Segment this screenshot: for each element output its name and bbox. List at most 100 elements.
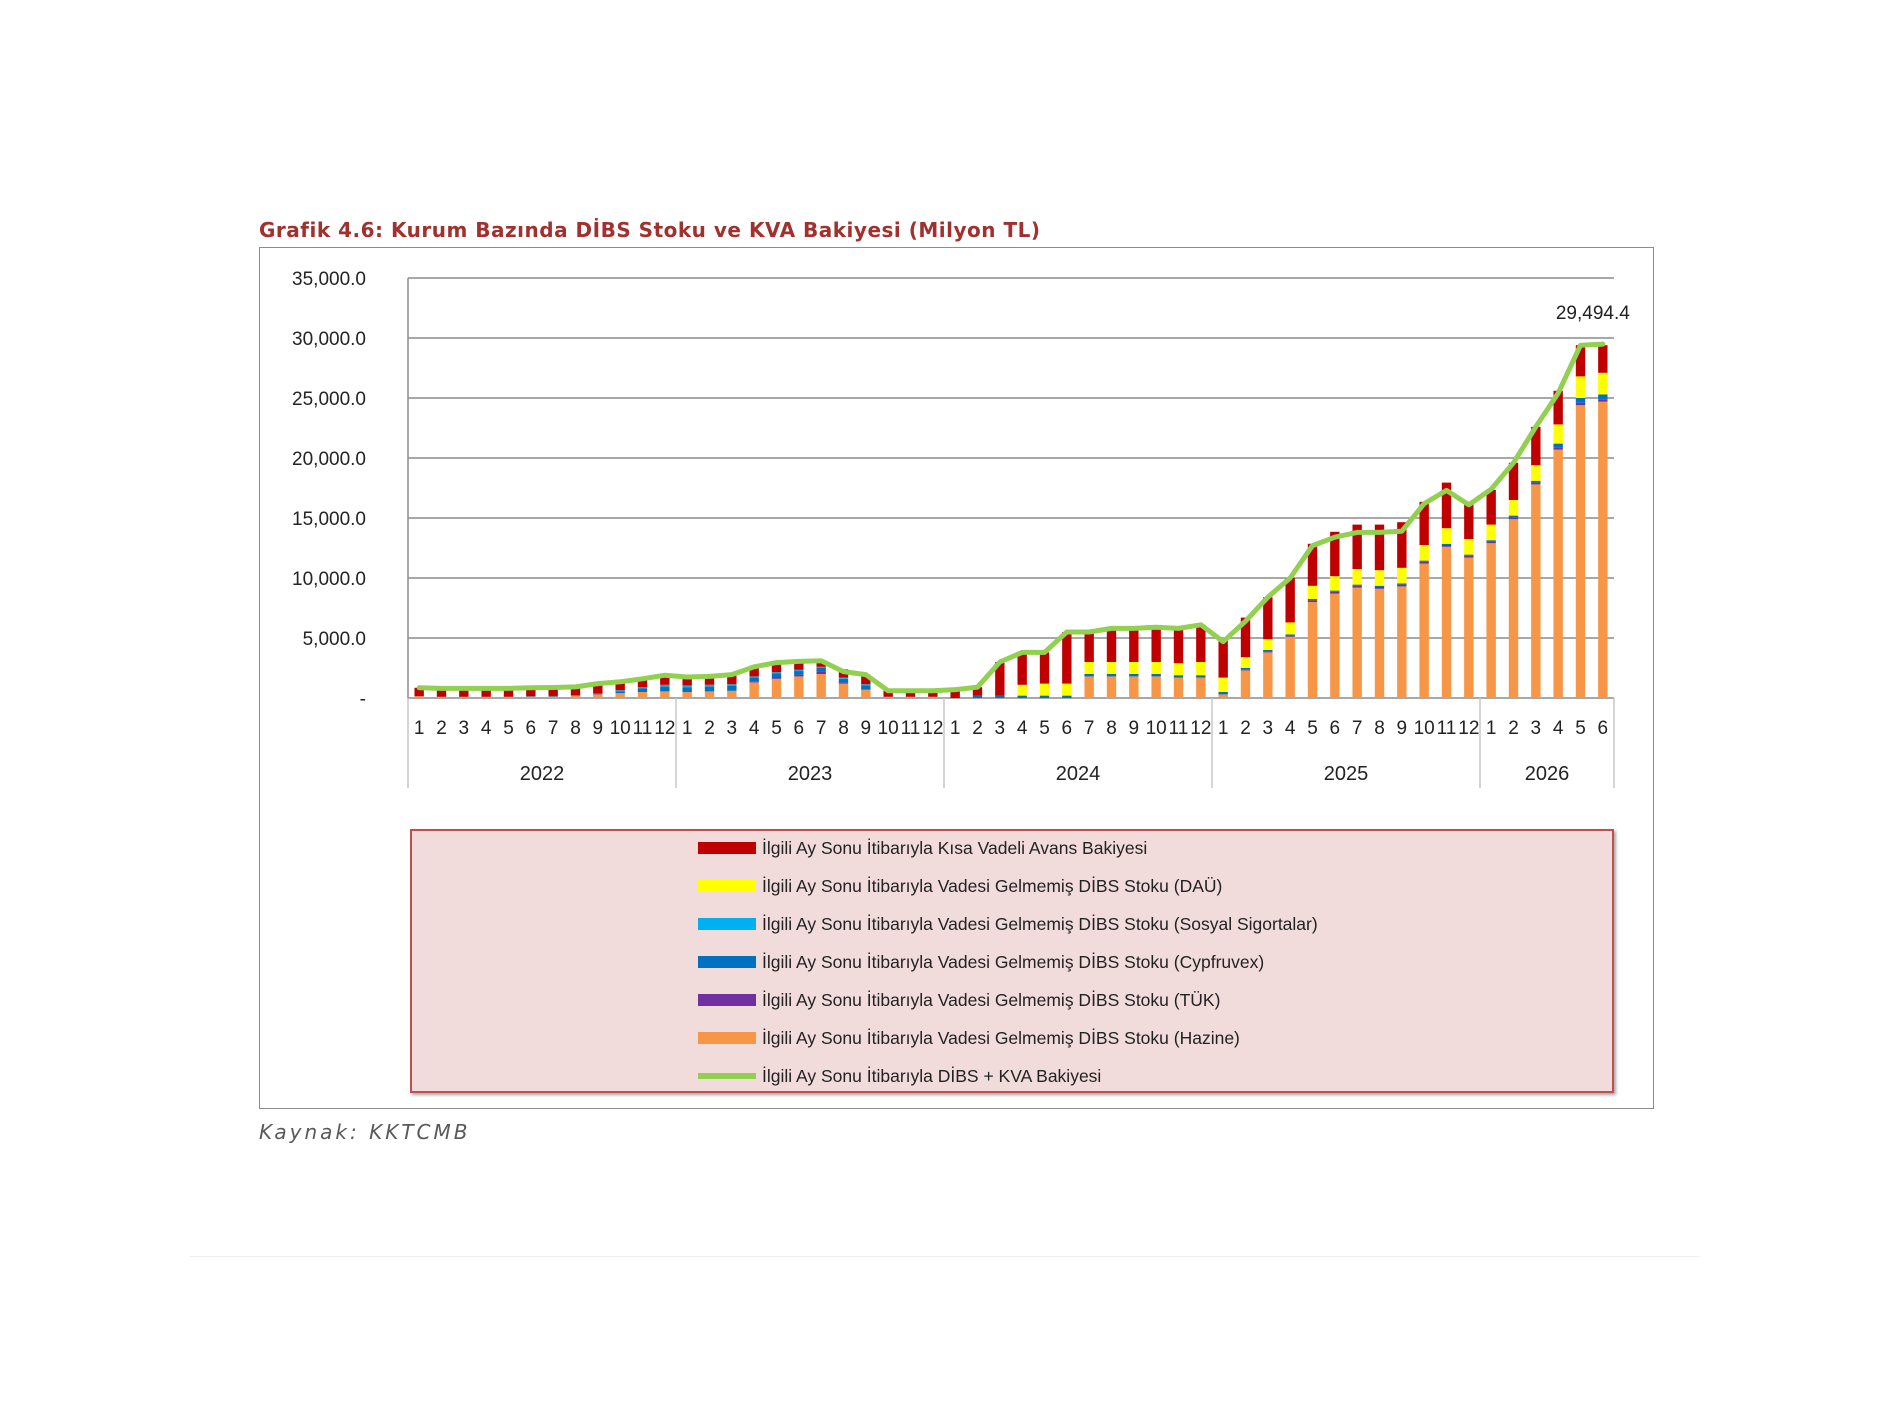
x-tick-label: 4: [481, 718, 492, 739]
x-tick-label: 10: [1146, 718, 1167, 739]
bar-segment-0: [526, 696, 536, 698]
bar-segment-3: [615, 690, 625, 692]
bar-segment-0: [1397, 586, 1407, 698]
y-tick-label: 15,000.0: [292, 509, 366, 530]
year-label: 2025: [1324, 763, 1369, 785]
bar-segment-5: [481, 688, 491, 697]
bar-segment-0: [1464, 557, 1474, 698]
legend-item-kva: İlgili Ay Sonu İtibarıyla Kısa Vadeli Av…: [698, 836, 1147, 860]
bar-segment-3: [794, 669, 804, 671]
x-tick-label: 6: [1062, 718, 1073, 739]
bar-segment-4: [1196, 662, 1206, 676]
bar-segment-1: [1553, 447, 1563, 450]
bar-segment-0: [1508, 519, 1519, 698]
bar-segment-1: [1419, 561, 1429, 564]
bar-segment-1: [1598, 399, 1608, 402]
bar-segment-5: [727, 674, 737, 685]
x-tick-label: 5: [771, 718, 782, 739]
bar-segment-5: [1374, 524, 1385, 571]
bar-segment-5: [995, 662, 1005, 696]
bar-segment-2: [682, 687, 692, 692]
bar-segment-4: [1307, 585, 1318, 599]
x-tick-label: 8: [570, 718, 581, 739]
bar-segment-5: [704, 676, 715, 685]
x-tick-label: 3: [995, 718, 1006, 739]
bar-segment-2: [1218, 692, 1228, 695]
bar-segment-5: [1106, 629, 1117, 662]
x-tick-label: 5: [1039, 718, 1050, 739]
bar-segment-5: [526, 687, 536, 697]
x-tick-label: 7: [548, 718, 559, 739]
bar-segment-0: [459, 696, 469, 698]
bar-segment-4: [1240, 657, 1251, 668]
bar-segment-2: [1397, 583, 1407, 585]
bar-segment-1: [749, 681, 759, 683]
bar-segment-0: [816, 674, 826, 698]
x-tick-label: 9: [1129, 718, 1140, 739]
bar-segment-2: [1352, 584, 1362, 586]
year-label: 2024: [1056, 763, 1101, 785]
bar-segment-0: [1218, 694, 1228, 698]
bar-segment-0: [1285, 636, 1295, 698]
bar-segment-2: [1062, 695, 1072, 698]
legend-label-sosyal-sigortalar: İlgili Ay Sonu İtibarıyla Vadesi Gelmemi…: [762, 913, 1318, 934]
bar-segment-2: [1039, 695, 1050, 698]
x-tick-label: 3: [459, 718, 470, 739]
bar-segment-2: [1285, 634, 1295, 636]
y-tick-label: 30,000.0: [292, 329, 366, 350]
x-tick-label: 6: [526, 718, 537, 739]
legend-item-total-line: İlgili Ay Sonu İtibarıyla DİBS + KVA Bak…: [698, 1064, 1101, 1088]
bar-segment-5: [1285, 578, 1295, 623]
bar-segment-0: [660, 691, 670, 698]
x-tick-label: 2: [436, 718, 447, 739]
x-tick-label: 11: [633, 718, 653, 739]
x-tick-label: 8: [838, 718, 849, 739]
x-tick-label: 2: [704, 718, 715, 739]
bar-segment-1: [1240, 669, 1251, 671]
bar-segment-2: [816, 668, 826, 672]
legend-swatch-sosyal-sigortalar: [698, 918, 756, 930]
bar-segment-0: [1441, 546, 1452, 698]
bar-segment-4: [1508, 500, 1519, 516]
bar-segment-5: [1218, 639, 1228, 678]
bar-segment-5: [950, 689, 960, 698]
bar-segment-0: [1352, 587, 1362, 698]
bar-segment-5: [1196, 624, 1206, 662]
bar-segment-2: [526, 696, 536, 697]
bar-segment-4: [1553, 424, 1563, 444]
bar-segment-2: [1553, 443, 1563, 448]
bar-segment-4: [1084, 662, 1094, 674]
bar-segment-5: [1441, 482, 1452, 529]
y-tick-label: 25,000.0: [292, 389, 366, 410]
bar-segment-2: [1173, 675, 1184, 678]
bar-segment-5: [1263, 597, 1273, 640]
bar-segment-0: [771, 678, 782, 698]
x-tick-label: 5: [1575, 718, 1586, 739]
bar-segment-0: [1419, 563, 1429, 698]
bar-segment-2: [727, 686, 737, 691]
bar-segment-0: [1531, 484, 1541, 698]
bar-segment-2: [1307, 599, 1318, 601]
bar-segment-0: [481, 696, 491, 698]
legend-swatch-total-line: [698, 1073, 756, 1079]
bar-segment-4: [1531, 465, 1541, 481]
bar-segment-2: [995, 695, 1005, 698]
legend-swatch-cypfruvex: [698, 956, 756, 968]
bar-segment-2: [1508, 515, 1519, 518]
year-label: 2026: [1525, 763, 1570, 785]
bar-segment-1: [1352, 585, 1362, 588]
bar-segment-5: [593, 683, 603, 694]
bar-segment-5: [861, 674, 871, 685]
bar-segment-5: [682, 677, 692, 686]
bar-segment-1: [1464, 555, 1474, 558]
bar-segment-5: [436, 688, 447, 697]
bar-segment-1: [771, 677, 782, 679]
bar-segment-3: [727, 684, 737, 686]
bar-segment-0: [1330, 593, 1340, 698]
legend-swatch-hazine: [698, 1032, 756, 1044]
bar-segment-2: [1441, 543, 1452, 545]
page-divider: [190, 1256, 1700, 1257]
bar-segment-2: [1575, 398, 1586, 403]
bar-segment-4: [1575, 376, 1586, 398]
bar-segment-3: [660, 684, 670, 687]
